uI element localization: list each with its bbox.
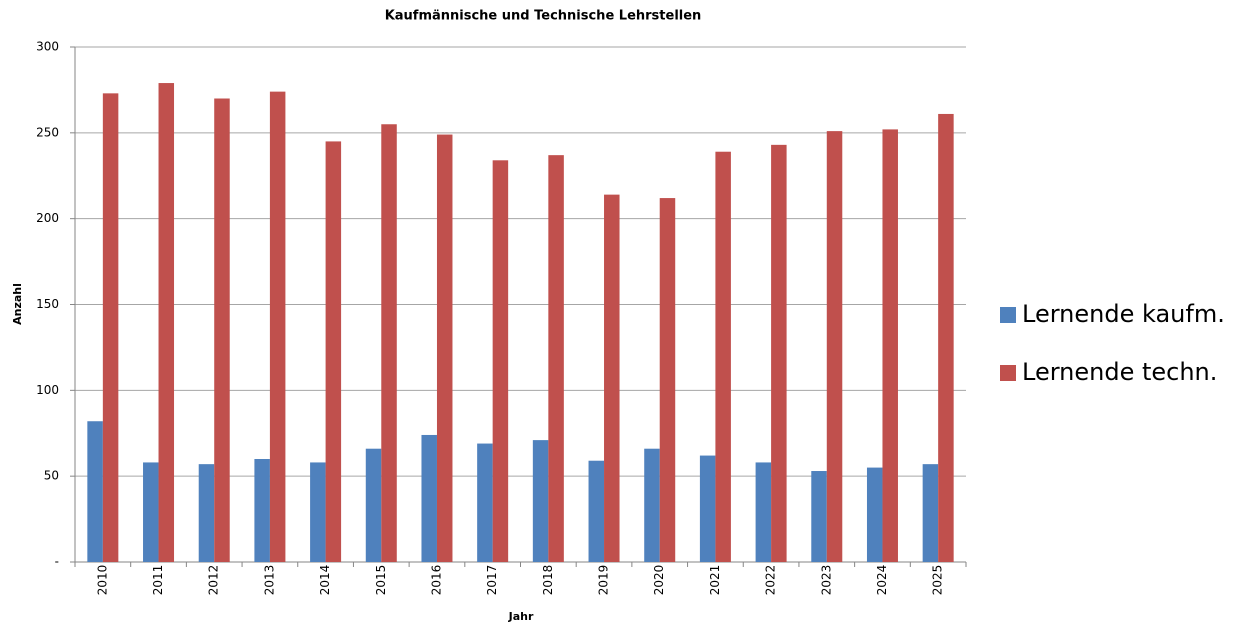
- x-tick-label: 2022: [764, 565, 778, 596]
- bar: [87, 421, 103, 562]
- y-tick-label: 300: [36, 40, 59, 54]
- bar: [158, 83, 175, 563]
- x-tick-label: 2021: [708, 565, 722, 596]
- x-tick-label: 2011: [151, 565, 165, 596]
- x-tick-label: 2025: [931, 565, 945, 596]
- legend-label: Lernende techn.: [1022, 358, 1217, 386]
- x-tick-label: 2018: [541, 565, 555, 596]
- x-axis-label: Jahr: [508, 610, 534, 623]
- bar: [269, 91, 286, 562]
- bar: [659, 198, 676, 563]
- bar: [588, 460, 605, 562]
- y-tick-label: 200: [36, 211, 59, 225]
- bar: [310, 462, 326, 562]
- y-tick-label: 50: [44, 469, 59, 483]
- bar: [214, 98, 230, 562]
- x-tick-label: 2015: [374, 565, 388, 596]
- bar: [381, 124, 397, 562]
- bar: [604, 194, 620, 562]
- y-axis-label: Anzahl: [11, 283, 24, 325]
- legend-swatch: [1000, 365, 1016, 381]
- bar: [436, 134, 453, 563]
- x-tick-label: 2023: [819, 565, 833, 596]
- bar: [143, 462, 159, 562]
- bar: [755, 462, 772, 562]
- bar: [532, 440, 549, 562]
- legend-label: Lernende kaufm.: [1022, 300, 1225, 328]
- bar: [771, 144, 787, 562]
- bar: [198, 464, 215, 562]
- bar: [492, 160, 509, 563]
- bar: [699, 455, 716, 562]
- x-tick-label: 2014: [318, 565, 332, 596]
- x-tick-label: 2019: [597, 565, 611, 596]
- x-tick-label: 2016: [429, 565, 443, 596]
- x-tick-label: 2020: [652, 565, 666, 596]
- bar: [938, 113, 954, 562]
- y-tick-label: 150: [36, 297, 59, 311]
- bar: [811, 471, 827, 562]
- legend-swatch: [1000, 307, 1016, 323]
- bar: [548, 155, 564, 562]
- x-tick-label: 2024: [875, 565, 889, 596]
- bar: [882, 129, 898, 562]
- x-tick-label: 2013: [262, 565, 276, 596]
- bar: [325, 141, 342, 562]
- chart-title: Kaufmännische und Technische Lehrstellen: [385, 9, 702, 24]
- bar: [421, 434, 437, 562]
- bar: [254, 459, 270, 562]
- y-tick-label: 100: [36, 383, 59, 397]
- x-tick-label: 2012: [207, 565, 221, 596]
- bar: [922, 464, 939, 562]
- bar: [715, 151, 731, 562]
- x-tick-label: 2017: [485, 565, 499, 596]
- x-tick-label: 2010: [95, 565, 109, 596]
- bar: [866, 467, 883, 562]
- bar: [826, 131, 843, 562]
- bar: [477, 443, 493, 562]
- bar: [644, 448, 660, 562]
- y-tick-label: -: [55, 555, 59, 569]
- bar: [365, 448, 382, 562]
- bar: [102, 93, 119, 562]
- y-tick-label: 250: [36, 125, 59, 139]
